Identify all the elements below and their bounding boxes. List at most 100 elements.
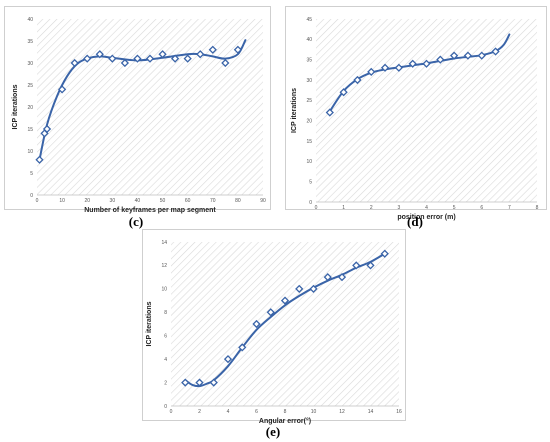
data-point-marker <box>133 54 142 63</box>
data-point-marker <box>266 308 275 317</box>
data-point-marker <box>233 45 243 54</box>
x-tick-label: 6 <box>255 409 258 415</box>
data-point-marker <box>394 63 403 72</box>
y-tick-label: 2 <box>164 380 167 386</box>
data-point-marker <box>436 55 445 64</box>
x-tick-label: 0 <box>36 198 39 204</box>
data-point-marker <box>181 378 190 387</box>
y-tick-label: 25 <box>306 98 312 104</box>
x-tick-label: 20 <box>84 198 90 204</box>
data-point-marker <box>367 67 376 76</box>
data-point-marker <box>70 58 79 68</box>
data-point-marker <box>83 54 92 63</box>
data-point-marker <box>353 75 362 85</box>
y-axis-label: ICP iterations <box>291 88 298 133</box>
data-point-marker <box>95 50 104 59</box>
x-tick-label: 4 <box>227 409 230 415</box>
data-point-marker <box>208 45 217 54</box>
y-tick-label: 30 <box>306 78 312 84</box>
y-tick-label: 4 <box>164 357 167 363</box>
trend-line <box>38 39 247 161</box>
data-point-marker <box>295 284 304 293</box>
data-point-marker <box>196 50 205 59</box>
data-point-marker <box>380 63 390 72</box>
data-point-marker <box>325 108 334 117</box>
data-point-marker <box>280 296 290 305</box>
caption-e: (e) <box>265 424 281 439</box>
x-tick-label: 60 <box>185 198 191 204</box>
data-point-marker <box>42 124 52 134</box>
y-tick-label: 14 <box>161 240 167 246</box>
y-tick-label: 6 <box>164 334 167 340</box>
x-axis-label: Number of keyframes per map segment <box>84 207 216 214</box>
x-tick-label: 6 <box>480 205 483 211</box>
y-tick-label: 15 <box>27 127 33 133</box>
data-point-marker <box>221 58 230 68</box>
x-tick-label: 90 <box>260 198 266 204</box>
data-point-marker <box>57 85 67 94</box>
x-tick-label: 40 <box>135 198 141 204</box>
data-point-marker <box>108 54 117 63</box>
data-point-marker <box>477 51 486 60</box>
x-tick-label: 0 <box>170 409 173 415</box>
x-tick-label: 3 <box>397 205 400 211</box>
y-tick-label: 15 <box>306 139 312 145</box>
data-point-marker <box>223 355 233 364</box>
x-axis-label: position error (m) <box>397 214 455 221</box>
data-point-marker <box>339 88 348 97</box>
y-tick-label: 5 <box>309 179 312 185</box>
chart-e-svg: 0 2 4 6 8 10 12 14 16 0 2 4 6 8 10 12 14 Angular error(°)… <box>146 240 402 425</box>
plot-area-e <box>171 242 399 406</box>
y-tick-label: 35 <box>306 57 312 63</box>
y-tick-label: 40 <box>306 37 312 43</box>
y-tick-label: 0 <box>309 200 312 206</box>
data-point-marker <box>491 47 500 56</box>
y-tick-label: 45 <box>306 17 312 23</box>
data-point-marker <box>408 59 417 68</box>
plot-area-c <box>37 19 263 195</box>
data-point-marker <box>238 343 247 352</box>
y-axis-label: ICP iterations <box>12 84 19 129</box>
caption-d: (d) <box>407 214 423 229</box>
data-point-marker <box>422 59 431 68</box>
data-point-marker <box>463 51 473 60</box>
data-point-marker <box>158 50 167 59</box>
data-point-marker <box>209 378 218 387</box>
x-tick-label: 30 <box>110 198 116 204</box>
y-tick-label: 10 <box>161 287 167 293</box>
data-point-marker <box>170 54 180 63</box>
x-tick-label: 12 <box>339 409 345 415</box>
x-tick-label: 50 <box>160 198 166 204</box>
y-tick-label: 25 <box>27 83 33 89</box>
x-tick-label: 2 <box>198 409 201 415</box>
x-tick-label: 10 <box>311 409 317 415</box>
y-tick-label: 20 <box>306 118 312 124</box>
y-tick-label: 40 <box>27 17 33 23</box>
x-tick-label: 8 <box>284 409 287 415</box>
x-axis-label: Angular error(°) <box>259 417 311 425</box>
x-tick-label: 16 <box>396 409 402 415</box>
x-tick-label: 7 <box>508 205 511 211</box>
y-tick-label: 30 <box>27 61 33 67</box>
y-tick-label: 10 <box>27 149 33 155</box>
y-axis-label: ICP iterations <box>146 301 153 346</box>
data-point-marker <box>380 249 389 258</box>
x-tick-label: 5 <box>453 205 456 211</box>
data-point-marker <box>252 319 261 329</box>
chart-panel-d: 0 1 2 3 4 5 6 7 8 0 5 10 15 20 25 30 35 40 45 position erro… <box>285 6 547 221</box>
data-point-marker <box>120 58 130 68</box>
data-point-marker <box>145 54 155 63</box>
x-tick-label: 4 <box>425 205 428 211</box>
data-point-marker <box>323 273 332 282</box>
y-tick-label: 10 <box>306 159 312 165</box>
trend-line <box>184 252 386 388</box>
data-point-marker <box>366 261 375 270</box>
data-point-marker <box>352 261 361 270</box>
y-tick-label: 20 <box>27 105 33 111</box>
data-point-marker <box>337 273 347 282</box>
chart-panel-c: 0 10 20 30 40 50 60 70 80 90 0 5 10 15 20 25 30 35 40 Numbe… <box>4 6 271 214</box>
y-tick-label: 5 <box>30 171 33 177</box>
data-point-marker <box>309 284 318 293</box>
data-point-marker <box>183 54 192 63</box>
